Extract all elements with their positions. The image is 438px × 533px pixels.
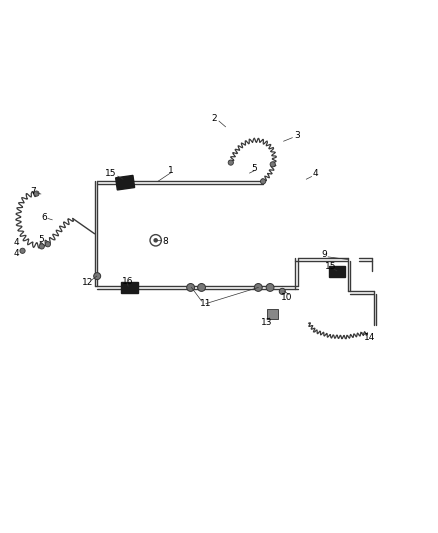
Bar	[121, 282, 138, 293]
Text: 9: 9	[321, 250, 327, 259]
Circle shape	[20, 248, 25, 253]
Text: 4: 4	[312, 169, 318, 179]
Text: 11: 11	[200, 299, 212, 308]
Circle shape	[94, 272, 101, 280]
Text: 2: 2	[212, 114, 217, 123]
Circle shape	[266, 284, 274, 292]
Bar	[328, 266, 345, 277]
Bar	[116, 175, 134, 190]
Text: 13: 13	[261, 318, 273, 327]
Text: 4: 4	[13, 249, 19, 258]
Circle shape	[254, 284, 262, 292]
Text: 5: 5	[251, 164, 257, 173]
Text: 16: 16	[122, 277, 133, 286]
Text: 15: 15	[325, 262, 336, 271]
Circle shape	[45, 241, 50, 247]
Text: 15: 15	[105, 169, 117, 179]
Text: 10: 10	[281, 293, 293, 302]
Text: 8: 8	[163, 237, 169, 246]
Text: 7: 7	[31, 187, 36, 196]
Circle shape	[279, 288, 286, 294]
Circle shape	[187, 284, 194, 292]
Text: 1: 1	[168, 166, 174, 175]
Text: 12: 12	[82, 278, 94, 287]
Text: 3: 3	[295, 131, 300, 140]
Text: 6: 6	[42, 213, 47, 222]
Circle shape	[270, 161, 276, 167]
Circle shape	[198, 284, 205, 292]
Circle shape	[261, 179, 266, 184]
Bar	[267, 309, 279, 319]
Circle shape	[153, 238, 158, 243]
Circle shape	[39, 244, 44, 249]
Circle shape	[228, 160, 233, 165]
Circle shape	[34, 191, 39, 196]
Text: 4: 4	[13, 238, 19, 247]
Text: 14: 14	[364, 333, 375, 342]
Text: 5: 5	[38, 235, 44, 244]
